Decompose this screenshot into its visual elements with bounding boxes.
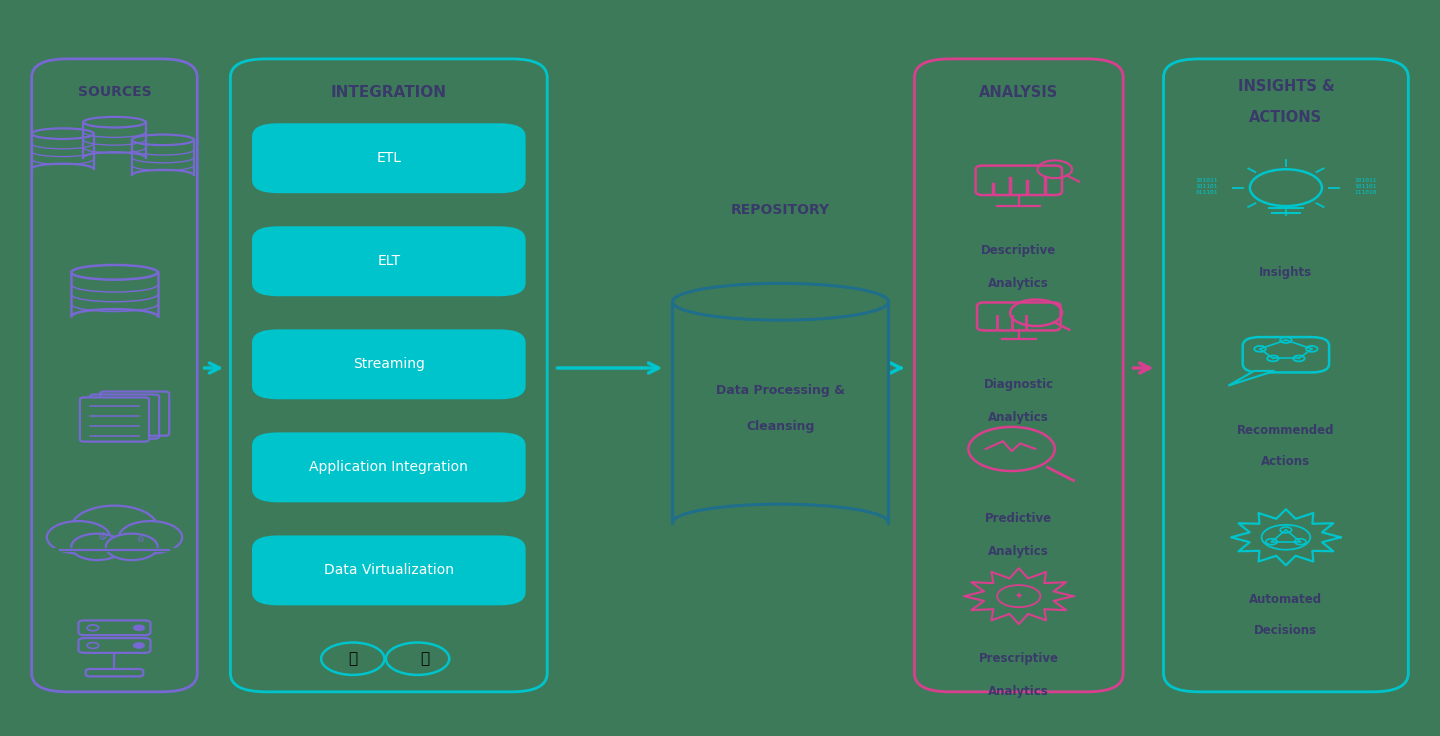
Bar: [672, 302, 888, 523]
Text: Analytics: Analytics: [988, 685, 1050, 698]
FancyBboxPatch shape: [252, 536, 526, 605]
Text: Streaming: Streaming: [353, 357, 425, 372]
Text: ACTIONS: ACTIONS: [1250, 110, 1322, 125]
Text: Application Integration: Application Integration: [310, 460, 468, 475]
Text: 101011
101101
011101: 101011 101101 011101: [1195, 178, 1218, 194]
Text: Decisions: Decisions: [1254, 624, 1318, 637]
Circle shape: [72, 506, 158, 550]
Text: ANALYSIS: ANALYSIS: [979, 85, 1058, 99]
FancyBboxPatch shape: [252, 123, 526, 193]
Text: Prescriptive: Prescriptive: [979, 652, 1058, 665]
Text: Automated: Automated: [1250, 593, 1322, 606]
Text: 101011
101101
111010: 101011 101101 111010: [1354, 178, 1377, 194]
Circle shape: [72, 534, 124, 560]
Text: ✦: ✦: [1015, 591, 1022, 601]
Text: Data Virtualization: Data Virtualization: [324, 563, 454, 578]
Circle shape: [120, 521, 183, 553]
Text: INTEGRATION: INTEGRATION: [331, 85, 446, 99]
Text: REPOSITORY: REPOSITORY: [732, 202, 829, 217]
Text: Cleansing: Cleansing: [746, 420, 815, 434]
FancyBboxPatch shape: [252, 433, 526, 502]
Text: Descriptive: Descriptive: [981, 244, 1057, 257]
Text: Analytics: Analytics: [988, 545, 1050, 559]
Text: 🔄: 🔄: [420, 651, 429, 666]
Text: ETL: ETL: [376, 151, 402, 166]
Text: ELT: ELT: [377, 254, 400, 269]
Text: ⚙: ⚙: [98, 532, 108, 542]
FancyBboxPatch shape: [81, 397, 150, 442]
Circle shape: [134, 643, 144, 648]
Circle shape: [134, 625, 144, 631]
Circle shape: [46, 521, 109, 553]
Text: Data Processing &: Data Processing &: [716, 383, 845, 397]
Text: Analytics: Analytics: [988, 411, 1050, 424]
Text: INSIGHTS &: INSIGHTS &: [1237, 79, 1335, 94]
Circle shape: [105, 534, 157, 560]
Text: SOURCES: SOURCES: [78, 85, 151, 99]
Polygon shape: [1228, 371, 1274, 386]
Text: Analytics: Analytics: [988, 277, 1050, 290]
FancyBboxPatch shape: [252, 227, 526, 296]
Text: ⚙: ⚙: [137, 535, 144, 544]
Text: Actions: Actions: [1261, 455, 1310, 468]
Text: Insights: Insights: [1260, 266, 1312, 279]
Text: Recommended: Recommended: [1237, 424, 1335, 437]
Text: Diagnostic: Diagnostic: [984, 378, 1054, 391]
Text: Predictive: Predictive: [985, 512, 1053, 526]
Text: 🗄: 🗄: [348, 651, 357, 666]
FancyBboxPatch shape: [252, 330, 526, 399]
